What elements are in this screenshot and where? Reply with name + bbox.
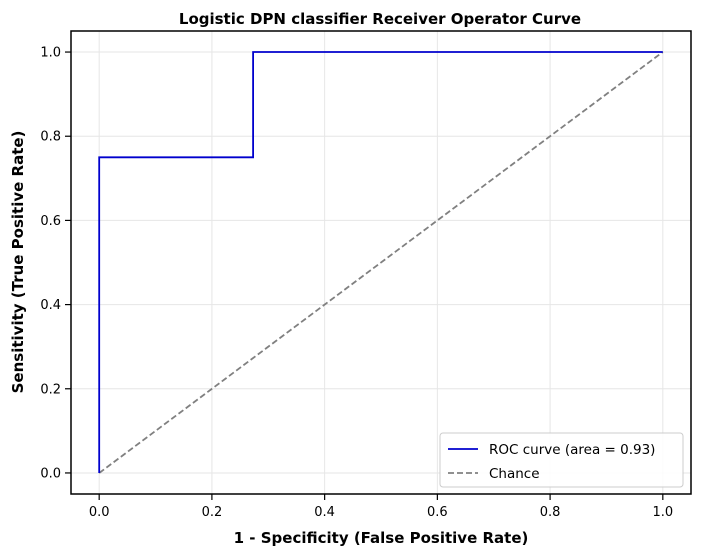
series-line-roc bbox=[98, 51, 663, 473]
y-tick-label-4: 0.8 bbox=[40, 130, 61, 145]
plot-frame bbox=[70, 30, 692, 495]
legend: ROC curve (area = 0.93) Chance bbox=[439, 432, 684, 488]
legend-label-chance: Chance bbox=[489, 466, 540, 482]
y-ticks: 0.0 0.2 0.4 0.6 0.8 1.0 bbox=[40, 46, 71, 481]
x-tick-label-5: 1.0 bbox=[652, 505, 673, 520]
y-tick-label-2: 0.4 bbox=[40, 298, 61, 313]
y-tick-label-1: 0.2 bbox=[40, 382, 61, 397]
y-tick-label-3: 0.6 bbox=[40, 214, 61, 229]
x-tick-label-3: 0.6 bbox=[427, 505, 448, 520]
legend-label-roc: ROC curve (area = 0.93) bbox=[489, 442, 655, 458]
x-axis-label: 1 - Specificity (False Positive Rate) bbox=[234, 529, 529, 547]
chart-title: Logistic DPN classifier Receiver Operato… bbox=[179, 10, 581, 28]
x-tick-label-2: 0.4 bbox=[314, 505, 335, 520]
legend-box bbox=[439, 432, 684, 488]
y-tick-label-0: 0.0 bbox=[40, 466, 61, 481]
x-ticks: 0.0 0.2 0.4 0.6 0.8 1.0 bbox=[89, 494, 673, 520]
x-tick-label-4: 0.8 bbox=[540, 505, 561, 520]
y-axis-label: Sensitivity (True Positive Rate) bbox=[9, 131, 27, 394]
x-tick-label-1: 0.2 bbox=[202, 505, 223, 520]
grid bbox=[71, 31, 691, 494]
y-tick-label-5: 1.0 bbox=[40, 46, 61, 61]
series-group bbox=[98, 51, 664, 474]
x-tick-label-0: 0.0 bbox=[89, 505, 110, 520]
series-line-chance bbox=[98, 51, 664, 474]
